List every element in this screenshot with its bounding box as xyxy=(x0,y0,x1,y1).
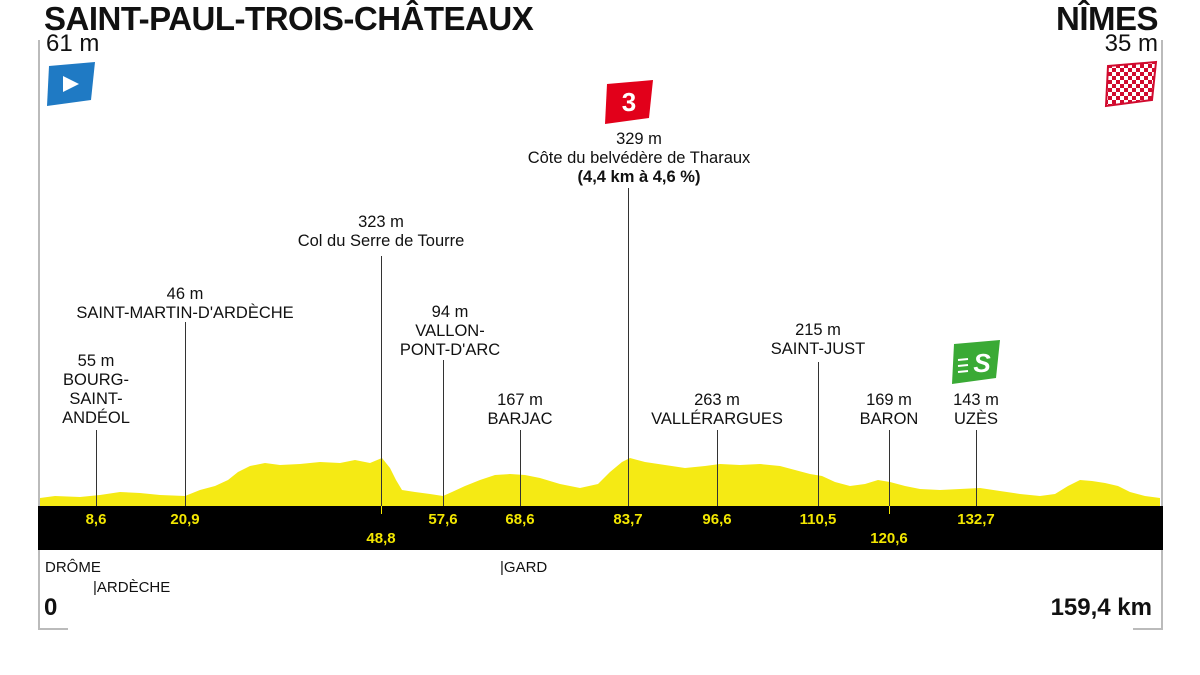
km-mark: 20,9 xyxy=(170,511,200,528)
distance-start: 0 xyxy=(44,594,58,621)
sprint-flag-icon: S xyxy=(952,340,1000,384)
km-mark: 57,6 xyxy=(428,511,458,528)
km-tick xyxy=(889,506,890,514)
landmark-vallon-pont-darc: 94 m VALLON- PONT-D'ARC xyxy=(399,303,501,359)
frame-corner-right xyxy=(1133,628,1163,630)
km-mark: 96,6 xyxy=(702,511,732,528)
frame-left xyxy=(38,40,40,630)
finish-altitude: 35 m xyxy=(1104,30,1158,57)
start-town: SAINT-PAUL-TROIS-CHÂTEAUX xyxy=(44,0,534,37)
finish-town: NÎMES xyxy=(1055,0,1159,37)
landmark-saint-just: 215 m SAINT-JUST xyxy=(770,321,866,358)
km-mark: 110,5 xyxy=(799,511,837,528)
distance-total: 159,4 km xyxy=(1050,594,1152,621)
marker-line xyxy=(976,430,977,506)
profile-area xyxy=(40,458,1160,506)
frame-right xyxy=(1161,40,1163,630)
marker-line xyxy=(818,362,819,506)
frame-corner-left xyxy=(38,628,68,630)
climb-category-flag-icon: 3 xyxy=(605,80,653,124)
km-mark: 120,6 xyxy=(870,530,908,547)
region-gard: |GARD xyxy=(500,559,548,576)
landmark-barjac: 167 m BARJAC xyxy=(487,391,553,428)
landmark-vallerargues: 263 m VALLÉRARGUES xyxy=(651,391,783,428)
landmark-col-serre-tourre: 323 m Col du Serre de Tourre xyxy=(297,213,465,250)
start-flag-icon xyxy=(47,62,95,106)
finish-flag-icon xyxy=(1104,60,1158,108)
landmark-name: BOURG- SAINT- ANDÉOL xyxy=(62,371,130,427)
marker-line xyxy=(96,430,97,506)
marker-line xyxy=(520,430,521,506)
km-mark: 68,6 xyxy=(505,511,535,528)
sprint-letter: S xyxy=(973,348,991,378)
km-mark: 8,6 xyxy=(85,511,107,528)
km-tick xyxy=(381,506,382,514)
marker-line xyxy=(628,188,629,506)
marker-line xyxy=(717,430,718,506)
region-ardeche: |ARDÈCHE xyxy=(93,579,171,596)
km-mark: 48,8 xyxy=(366,530,396,547)
landmark-bourg-saint-andeol: 55 m BOURG- SAINT- ANDÉOL xyxy=(62,352,130,427)
landmark-cote-tharaux: 329 m Côte du belvédère de Tharaux (4,4 … xyxy=(527,130,751,186)
km-bar xyxy=(38,506,1163,550)
marker-line xyxy=(443,360,444,506)
marker-line xyxy=(381,256,382,506)
marker-line xyxy=(889,430,890,506)
marker-line xyxy=(185,322,186,506)
landmark-saint-martin: 46 m SAINT-MARTIN-D'ARDÈCHE xyxy=(76,285,294,322)
km-mark: 83,7 xyxy=(613,511,643,528)
region-drome: DRÔME xyxy=(45,559,101,576)
start-altitude: 61 m xyxy=(46,30,100,57)
landmark-baron: 169 m BARON xyxy=(859,391,919,428)
km-mark: 132,7 xyxy=(957,511,995,528)
climb-category-number: 3 xyxy=(622,87,636,117)
landmark-uzes: 143 m UZÈS xyxy=(953,391,999,428)
